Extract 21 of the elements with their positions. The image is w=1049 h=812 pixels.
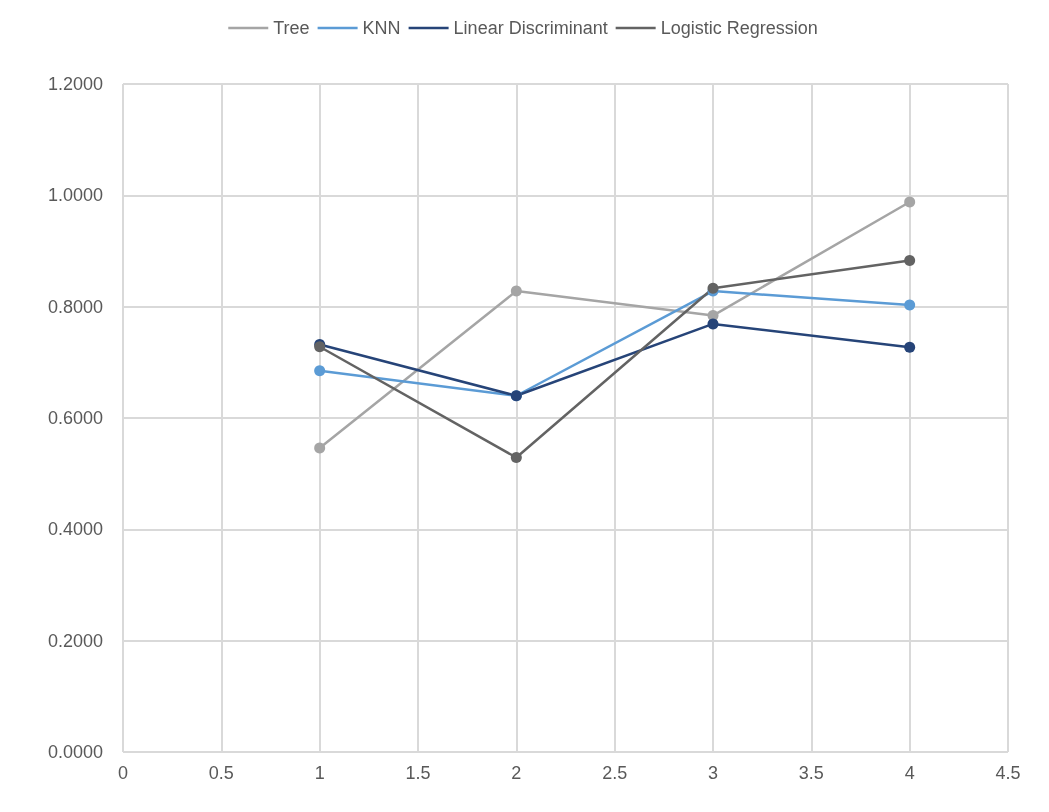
y-tick-label: 0.6000 [47,408,103,428]
y-tick-label: 0.8000 [47,296,103,317]
x-tick-label: 2.5 [602,763,628,783]
x-tick-label: 4.5 [995,763,1021,783]
x-tick-label: 0 [117,763,129,783]
y-tick-label: 0.2000 [47,630,103,651]
x-tick-label: 2 [511,763,522,783]
y-tick-label: 0.0000 [47,742,103,762]
x-tick-label: 1.5 [405,763,431,783]
x-tick-label: 4 [904,763,915,783]
x-tick-label: 3 [707,763,719,783]
x-tick-label: 1 [314,763,325,783]
legend-label: KNN [362,18,401,38]
x-tick-label: 3.5 [798,763,824,783]
y-tick-label: 1.2000 [47,74,103,94]
y-tick-label: 1.0000 [47,185,103,206]
y-tick-label: 0.4000 [47,519,103,540]
legend-label: Logistic Regression [660,18,818,38]
x-tick-label: 0.5 [208,763,234,783]
legend-label: Tree [273,18,310,38]
legend-label: Linear Discriminant [453,18,608,38]
